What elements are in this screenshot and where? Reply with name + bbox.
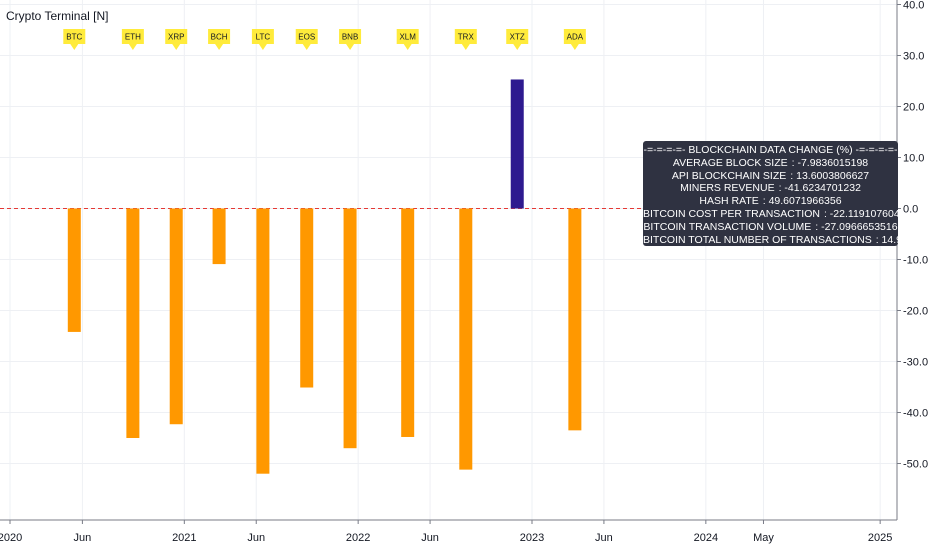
tooltip-value: : 49.6071966356 bbox=[762, 195, 842, 208]
tooltip-label: MINERS REVENUE bbox=[680, 182, 775, 195]
tooltip-row: BITCOIN TRANSACTION VOLUME: -27.09666535… bbox=[643, 221, 898, 234]
tooltip-header: -=-=-=-=- BLOCKCHAIN DATA CHANGE (%) -=-… bbox=[643, 144, 898, 156]
y-tick-label: 0.0 bbox=[903, 204, 918, 216]
svg-text:BNB: BNB bbox=[342, 33, 358, 42]
symbol-flags: BTC ETH XRP BCH LTC EOS BNB XLM TRX XTZ ADA bbox=[63, 29, 586, 50]
tooltip-label: AVERAGE BLOCK SIZE bbox=[672, 156, 788, 169]
y-tick-label: 40.0 bbox=[903, 0, 924, 12]
tooltip-value: : -41.6234701232 bbox=[778, 182, 861, 195]
flag-xlm[interactable]: XLM bbox=[396, 29, 419, 50]
svg-text:BCH: BCH bbox=[211, 33, 228, 42]
bar-btc[interactable] bbox=[67, 208, 81, 332]
flag-xrp[interactable]: XRP bbox=[165, 29, 188, 50]
bar-eos[interactable] bbox=[300, 208, 314, 388]
flag-trx[interactable]: TRX bbox=[454, 29, 477, 50]
x-tick-label: May bbox=[753, 532, 774, 544]
tooltip-label: API BLOCKCHAIN SIZE bbox=[671, 169, 787, 182]
tooltip-value: : -27.0966653516 bbox=[815, 220, 898, 233]
grid-lines bbox=[0, 0, 897, 520]
tooltip-row: AVERAGE BLOCK SIZE: -7.9836015198 bbox=[643, 157, 898, 170]
y-tick-label: -20.0 bbox=[903, 306, 928, 318]
flag-eth[interactable]: ETH bbox=[121, 29, 144, 50]
tooltip-row: HASH RATE: 49.6071966356 bbox=[643, 195, 898, 208]
svg-text:XLM: XLM bbox=[399, 33, 416, 42]
svg-text:TRX: TRX bbox=[458, 33, 475, 42]
tooltip-value: : -7.9836015198 bbox=[791, 156, 869, 169]
bar-xrp[interactable] bbox=[169, 208, 183, 425]
chart-title: Crypto Terminal [N] bbox=[6, 9, 109, 23]
svg-text:ADA: ADA bbox=[567, 33, 584, 42]
tooltip-row: BITCOIN TOTAL NUMBER OF TRANSACTIONS: 14… bbox=[643, 234, 898, 246]
blockchain-data-tooltip: -=-=-=-=- BLOCKCHAIN DATA CHANGE (%) -=-… bbox=[643, 141, 898, 246]
bar-bnb[interactable] bbox=[343, 208, 357, 449]
bar-bch[interactable] bbox=[212, 208, 226, 265]
tooltip-row: API BLOCKCHAIN SIZE: 13.6003806627 bbox=[643, 170, 898, 183]
tooltip-value: : -22.1191076048 bbox=[823, 207, 898, 220]
bar-ltc[interactable] bbox=[256, 208, 270, 474]
y-tick-label: -10.0 bbox=[903, 255, 928, 267]
svg-text:XTZ: XTZ bbox=[510, 33, 525, 42]
bar-eth[interactable] bbox=[126, 208, 140, 439]
svg-text:EOS: EOS bbox=[298, 33, 315, 42]
y-tick-label: 10.0 bbox=[903, 153, 924, 165]
x-tick-label: 2025 bbox=[868, 532, 892, 544]
bar-trx[interactable] bbox=[459, 208, 473, 470]
flag-xtz[interactable]: XTZ bbox=[506, 29, 529, 50]
tooltip-label: BITCOIN TOTAL NUMBER OF TRANSACTIONS bbox=[643, 233, 872, 246]
x-tick-label: Jun bbox=[595, 532, 613, 544]
flag-bch[interactable]: BCH bbox=[208, 29, 231, 50]
x-tick-label: 2024 bbox=[694, 532, 718, 544]
bar-xlm[interactable] bbox=[401, 208, 415, 437]
svg-text:LTC: LTC bbox=[256, 33, 271, 42]
tooltip-value: : 13.6003806627 bbox=[790, 169, 870, 182]
flag-ltc[interactable]: LTC bbox=[251, 29, 274, 50]
x-tick-label: Jun bbox=[74, 532, 92, 544]
y-tick-label: 20.0 bbox=[903, 102, 924, 114]
bar-xtz[interactable] bbox=[510, 79, 524, 209]
y-tick-label: -30.0 bbox=[903, 357, 928, 369]
svg-text:ETH: ETH bbox=[125, 33, 141, 42]
tooltip-label: BITCOIN COST PER TRANSACTION bbox=[643, 207, 820, 220]
bar-ada[interactable] bbox=[568, 208, 582, 431]
x-tick-label: 2020 bbox=[0, 532, 22, 544]
bars bbox=[67, 79, 582, 474]
flag-ada[interactable]: ADA bbox=[563, 29, 586, 50]
x-tick-label: Jun bbox=[421, 532, 439, 544]
x-tick-label: 2023 bbox=[520, 532, 544, 544]
x-tick-label: 2022 bbox=[346, 532, 370, 544]
y-tick-label: -40.0 bbox=[903, 408, 928, 420]
x-tick-label: 2021 bbox=[172, 532, 196, 544]
tooltip-row: BITCOIN COST PER TRANSACTION: -22.119107… bbox=[643, 208, 898, 221]
svg-text:XRP: XRP bbox=[168, 33, 184, 42]
tooltip-row: MINERS REVENUE: -41.6234701232 bbox=[643, 182, 898, 195]
flag-eos[interactable]: EOS bbox=[295, 29, 318, 50]
flag-bnb[interactable]: BNB bbox=[339, 29, 362, 50]
tooltip-label: HASH RATE bbox=[699, 195, 759, 208]
y-tick-label: -50.0 bbox=[903, 459, 928, 471]
tooltip-label: BITCOIN TRANSACTION VOLUME bbox=[643, 220, 812, 233]
y-tick-label: 30.0 bbox=[903, 51, 924, 63]
tooltip-value: : 14.9773785984 bbox=[875, 233, 898, 246]
x-tick-label: Jun bbox=[247, 532, 265, 544]
flag-btc[interactable]: BTC bbox=[63, 29, 86, 50]
svg-text:BTC: BTC bbox=[66, 33, 82, 42]
